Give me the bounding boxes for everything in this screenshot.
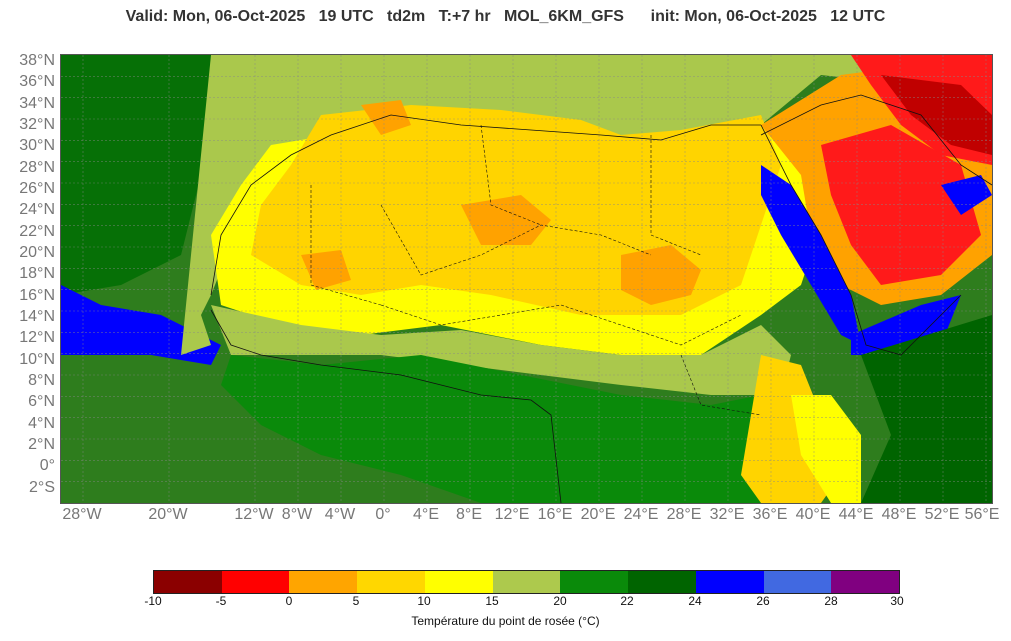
indian-ocean: [861, 315, 992, 503]
lat-label: 22°N: [19, 223, 55, 240]
lon-label: 4°W: [324, 506, 356, 523]
atlantic-area: [61, 55, 211, 295]
lat-label: 32°N: [19, 116, 55, 133]
lon-label: 36°E: [752, 506, 788, 523]
map-panel: [60, 54, 993, 504]
orange-patch-mali: [301, 250, 351, 290]
lat-label: 4°N: [28, 415, 55, 432]
lon-label: 8°W: [281, 506, 313, 523]
coastlines: [210, 94, 992, 503]
lat-label: 10°N: [19, 351, 55, 368]
lat-label: 38°N: [19, 52, 55, 69]
colorbar-swatch: [424, 571, 493, 593]
lat-label: 20°N: [19, 244, 55, 261]
colorbar-tick: 20: [553, 594, 567, 608]
lon-label: 0°: [375, 506, 391, 523]
lon-label: 28°E: [666, 506, 702, 523]
lat-label: 16°N: [19, 287, 55, 304]
lat-label: 0°: [39, 457, 55, 474]
colorbar-swatch: [628, 571, 696, 593]
colorbar-tick: 26: [756, 594, 770, 608]
lat-label: 24°N: [19, 201, 55, 218]
gridlines: [61, 55, 992, 503]
dewpoint-map: [61, 55, 992, 503]
lat-label: 30°N: [19, 137, 55, 154]
colorbar-tick: 24: [688, 594, 702, 608]
lat-label: 12°N: [19, 329, 55, 346]
colorbar-swatch: [560, 571, 629, 593]
country-borders: [310, 124, 762, 416]
lon-label: 16°E: [537, 506, 573, 523]
arabia-red: [821, 125, 981, 285]
sahel-olive: [211, 305, 791, 395]
lon-label: 32°E: [709, 506, 745, 523]
colorbar-tick: -10: [144, 594, 162, 608]
colorbar-tick: 28: [824, 594, 838, 608]
colorbar-tick: -5: [215, 594, 227, 608]
colorbar-swatch: [154, 571, 222, 593]
lat-label: 14°N: [19, 308, 55, 325]
lon-label: 20°E: [580, 506, 616, 523]
lon-label: 20°W: [148, 506, 188, 523]
lon-label: 28°W: [62, 506, 102, 523]
red-sea: [761, 165, 861, 345]
colorbar-swatch: [763, 571, 832, 593]
lon-label: 56°E: [964, 506, 1000, 523]
colorbar-swatch: [831, 571, 900, 593]
colorbar-swatch: [289, 571, 358, 593]
iran-dark-red: [881, 75, 992, 155]
lat-label: 2°S: [29, 479, 55, 496]
lon-label: 4°E: [413, 506, 439, 523]
lat-label: 6°N: [28, 393, 55, 410]
lon-label: 48°E: [881, 506, 917, 523]
lat-label: 36°N: [19, 73, 55, 90]
lon-label: 24°E: [623, 506, 659, 523]
lon-label: 40°E: [795, 506, 831, 523]
lon-label: 44°E: [838, 506, 874, 523]
north-africa-olive: [181, 55, 992, 355]
lon-label: 12°E: [494, 506, 530, 523]
lat-label: 34°N: [19, 95, 55, 112]
orange-patch-niger: [461, 195, 551, 245]
orange-patch-algeria: [361, 100, 411, 135]
colorbar-swatch: [492, 571, 561, 593]
colorbar-tick: 10: [417, 594, 431, 608]
colorbar-swatch: [695, 571, 764, 593]
colorbar-title: Température du point de rosée (°C): [411, 614, 600, 628]
colorbar-swatch: [357, 571, 425, 593]
colorbar: [153, 570, 900, 594]
persian-gulf: [941, 175, 992, 215]
lon-label: 52°E: [924, 506, 960, 523]
lat-label: 26°N: [19, 180, 55, 197]
lat-label: 2°N: [28, 436, 55, 453]
colorbar-swatch: [221, 571, 290, 593]
atlantic-blue-band: [61, 285, 221, 365]
east-africa-yellow: [791, 395, 861, 503]
lat-label: 18°N: [19, 265, 55, 282]
colorbar-tick: 0: [285, 594, 293, 608]
colorbar-tick: 30: [890, 594, 904, 608]
lat-label: 28°N: [19, 159, 55, 176]
lat-label: 8°N: [28, 372, 55, 389]
lon-label: 8°E: [456, 506, 482, 523]
lon-label: 12°W: [234, 506, 274, 523]
map-title: Valid: Mon, 06-Oct-2025 19 UTC td2m T:+7…: [125, 8, 886, 25]
equatorial-green: [221, 355, 821, 503]
colorbar-tick: 5: [352, 594, 360, 608]
colorbar-tick: 22: [620, 594, 634, 608]
colorbar-tick: 15: [485, 594, 499, 608]
